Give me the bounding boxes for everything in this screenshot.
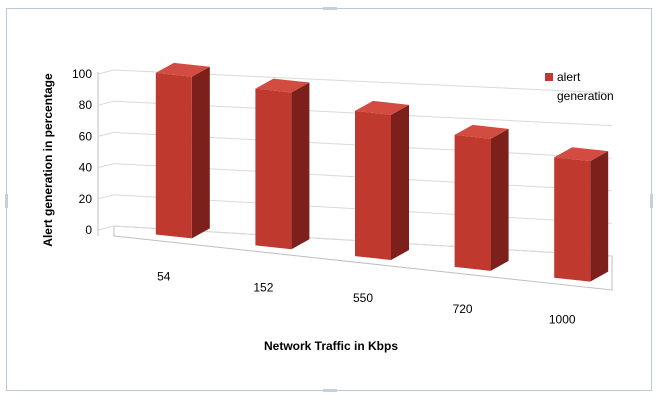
gridline-side-100 — [97, 69, 115, 75]
x-tick-label: 720 — [453, 302, 473, 316]
bar-front — [255, 88, 292, 250]
gridline-side-60 — [97, 131, 115, 137]
resize-handle-right[interactable] — [650, 194, 653, 208]
y-tick-label: 80 — [79, 98, 93, 112]
legend: alert generation — [545, 70, 614, 103]
gridline-side-80 — [97, 100, 115, 106]
y-axis-ticks: 0 20 40 60 80 100 — [72, 67, 92, 237]
bar-top — [355, 100, 409, 115]
floor — [113, 225, 613, 291]
chart-frame — [5, 7, 653, 392]
bar-550 — [355, 100, 409, 261]
y-tick-label: 40 — [79, 161, 93, 175]
y-tick-label: 60 — [79, 129, 93, 143]
resize-handle-bottom[interactable] — [323, 389, 337, 392]
bar-top — [255, 78, 310, 93]
y-tick-label: 20 — [79, 192, 93, 206]
legend-entry-line-1: alert — [557, 70, 581, 84]
bar-top — [155, 62, 210, 77]
bar-front — [454, 134, 491, 271]
bar-side — [490, 128, 509, 271]
y-tick-label: 100 — [72, 67, 92, 81]
bar-side — [291, 82, 310, 250]
gridline-side-40 — [97, 163, 115, 169]
bars — [155, 62, 609, 282]
bar-side — [590, 151, 609, 282]
x-axis-ticks: 54 152 550 720 1000 — [157, 269, 576, 326]
y-axis-label: Alert generation in percentage — [41, 73, 55, 247]
gridline-side-20 — [97, 194, 115, 200]
resize-handle-top[interactable] — [323, 7, 337, 10]
legend-swatch — [545, 73, 553, 81]
bar-54 — [155, 62, 210, 239]
bar-1000 — [554, 147, 609, 282]
bar-720 — [454, 124, 509, 271]
y-tick-label: 0 — [85, 223, 92, 237]
resize-handle-left[interactable] — [5, 194, 8, 208]
bar-side — [191, 66, 210, 239]
x-tick-label: 550 — [353, 291, 373, 305]
bar-top — [554, 147, 609, 162]
x-axis-label: Network Traffic in Kbps — [264, 339, 398, 353]
bar-front — [155, 72, 192, 239]
bar-152 — [255, 78, 310, 250]
x-tick-label: 1000 — [549, 313, 576, 327]
x-tick-label: 152 — [253, 280, 273, 294]
x-tick-label: 54 — [157, 269, 171, 283]
bar-front — [554, 157, 591, 282]
bar-side — [391, 104, 409, 261]
bar-front — [355, 110, 391, 261]
gridline-side-0 — [97, 225, 115, 231]
legend-entry-line-2: generation — [557, 89, 614, 103]
plot-walls — [97, 72, 613, 291]
bar-top — [454, 124, 509, 139]
